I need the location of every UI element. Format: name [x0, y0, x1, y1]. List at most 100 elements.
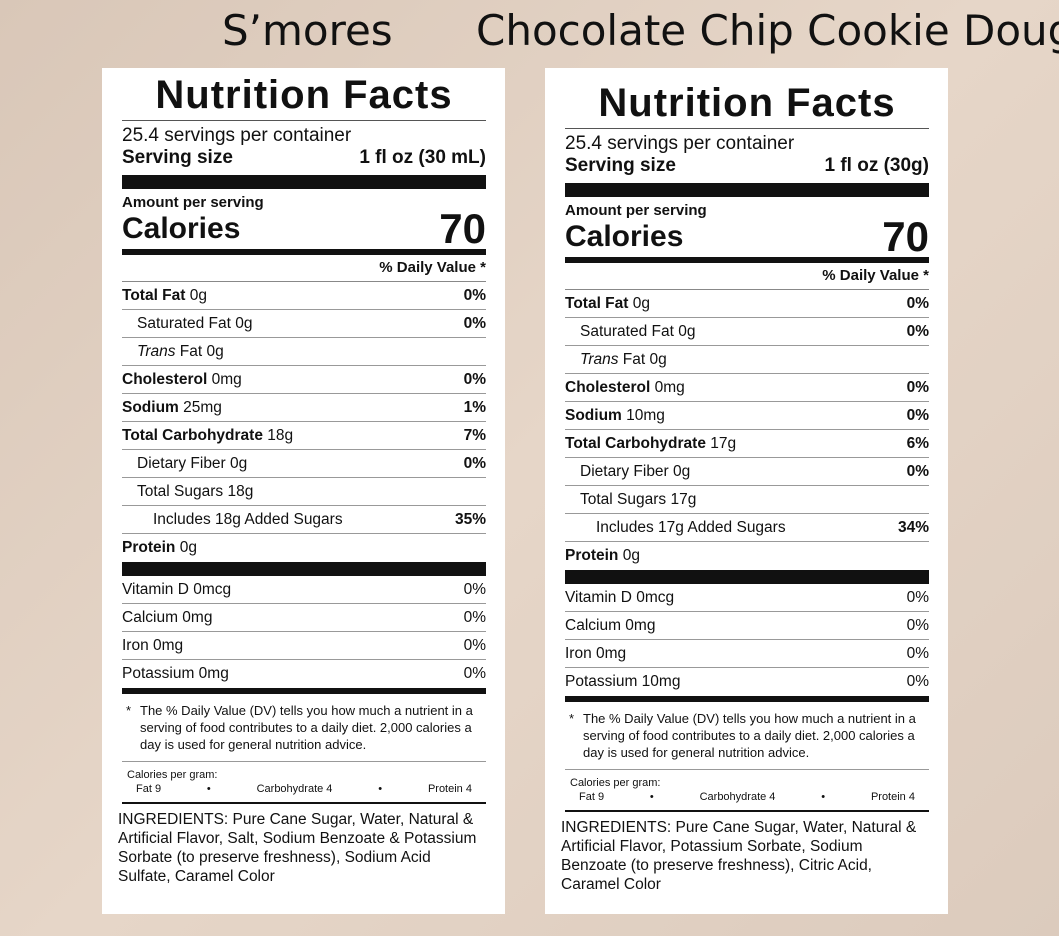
- sodium-label: Sodium: [122, 399, 179, 416]
- trans-label: Trans: [137, 343, 176, 360]
- total-sugars-row: Total Sugars 18g: [122, 478, 486, 506]
- cpg-fat: Fat 9: [579, 791, 605, 803]
- calcium-dv: 0%: [463, 609, 486, 626]
- total-carb-row: Total Carbohydrate 17g 6%: [565, 430, 929, 458]
- cholesterol-amount: 0mg: [654, 379, 685, 396]
- calcium-dv: 0%: [906, 617, 929, 634]
- total-carb-label: Total Carbohydrate: [565, 435, 706, 452]
- cpg-bullet: •: [378, 783, 383, 795]
- added-sugars-label: Includes 18g Added Sugars: [153, 511, 343, 528]
- divider-medium: [122, 249, 486, 255]
- calories-per-gram-row: Fat 9 • Carbohydrate 4 • Protein 4: [565, 790, 929, 812]
- cholesterol-row: Cholesterol 0mg 0%: [565, 374, 929, 402]
- dietary-fiber-row: Dietary Fiber 0g 0%: [122, 450, 486, 478]
- divider-medium: [122, 688, 486, 694]
- added-sugars-row: Includes 17g Added Sugars 34%: [565, 514, 929, 542]
- saturated-fat-label: Saturated Fat 0g: [137, 315, 253, 332]
- sodium-amount: 25mg: [183, 399, 222, 416]
- serving-size-label: Serving size: [565, 155, 676, 176]
- saturated-fat-row: Saturated Fat 0g 0%: [122, 310, 486, 338]
- cholesterol-row: Cholesterol 0mg 0%: [122, 366, 486, 394]
- trans-fat-row: Trans Fat 0g: [122, 338, 486, 366]
- vitamin-d-label: Vitamin D 0mcg: [122, 581, 232, 598]
- trans-fat-row: Trans Fat 0g: [565, 346, 929, 374]
- dietary-fiber-label: Dietary Fiber 0g: [580, 463, 691, 480]
- calcium-row: Calcium 0mg 0%: [565, 612, 929, 640]
- iron-dv: 0%: [463, 637, 486, 654]
- flavor-title-cookie-dough: Chocolate Chip Cookie Dough: [476, 6, 1059, 55]
- calories-per-gram-label: Calories per gram:: [127, 769, 218, 781]
- vitamin-d-row: Vitamin D 0mcg 0%: [122, 576, 486, 604]
- servings-per-container: 25.4 servings per container: [565, 133, 795, 154]
- cholesterol-amount: 0mg: [211, 371, 242, 388]
- potassium-row: Potassium 0mg 0%: [122, 660, 486, 688]
- servings-per-container: 25.4 servings per container: [122, 125, 352, 146]
- calcium-label: Calcium 0mg: [122, 609, 213, 626]
- protein-label: Protein: [565, 547, 619, 564]
- total-fat-amount: 0g: [189, 287, 207, 304]
- calories-row: Calories 70: [565, 213, 929, 260]
- vitamin-d-row: Vitamin D 0mcg 0%: [565, 584, 929, 612]
- cpg-carbohydrate: Carbohydrate 4: [256, 783, 333, 795]
- nutrition-panel: Nutrition Facts 25.4 servings per contai…: [118, 72, 486, 886]
- cholesterol-label: Cholesterol: [122, 371, 208, 388]
- cholesterol-label: Cholesterol: [565, 379, 651, 396]
- nutrition-label-cookie-dough: Nutrition Facts 25.4 servings per contai…: [545, 68, 948, 914]
- potassium-dv: 0%: [906, 673, 929, 690]
- total-fat-amount: 0g: [632, 295, 650, 312]
- footnote-text: The % Daily Value (DV) tells you how muc…: [583, 711, 916, 760]
- added-sugars-label: Includes 17g Added Sugars: [596, 519, 786, 536]
- potassium-label: Potassium 0mg: [122, 665, 229, 682]
- daily-value-footnote: * The % Daily Value (DV) tells you how m…: [122, 702, 486, 762]
- dietary-fiber-label: Dietary Fiber 0g: [137, 455, 248, 472]
- calories-row: Calories 70: [122, 208, 486, 250]
- added-sugars-row: Includes 18g Added Sugars 35%: [122, 506, 486, 534]
- divider-medium: [565, 696, 929, 702]
- total-carb-amount: 18g: [267, 427, 294, 444]
- total-fat-dv: 0%: [906, 295, 929, 312]
- amount-per-serving: Amount per serving: [565, 202, 707, 219]
- total-carb-dv: 7%: [463, 427, 486, 444]
- calories-label: Calories: [122, 212, 241, 245]
- potassium-dv: 0%: [463, 665, 486, 682]
- protein-amount: 0g: [622, 547, 640, 564]
- calories-value: 70: [882, 213, 929, 260]
- total-fat-label: Total Fat: [565, 295, 629, 312]
- nutrition-facts-heading: Nutrition Facts: [565, 80, 929, 129]
- cpg-carbohydrate: Carbohydrate 4: [699, 791, 776, 803]
- calories-per-gram-label: Calories per gram:: [570, 777, 661, 789]
- protein-row: Protein 0g: [565, 542, 929, 570]
- cpg-bullet: •: [649, 791, 654, 803]
- vitamin-d-dv: 0%: [463, 581, 486, 598]
- serving-size-label: Serving size: [122, 147, 233, 168]
- iron-row: Iron 0mg 0%: [122, 632, 486, 660]
- daily-value-footnote: * The % Daily Value (DV) tells you how m…: [565, 710, 929, 770]
- nutrition-panel: Nutrition Facts 25.4 servings per contai…: [561, 80, 929, 894]
- iron-dv: 0%: [906, 645, 929, 662]
- amount-per-serving: Amount per serving: [122, 194, 264, 211]
- cholesterol-dv: 0%: [906, 379, 929, 396]
- saturated-fat-dv: 0%: [906, 323, 929, 340]
- protein-label: Protein: [122, 539, 176, 556]
- divider-thick: [122, 175, 486, 189]
- calcium-label: Calcium 0mg: [565, 617, 656, 634]
- total-sugars-row: Total Sugars 17g: [565, 486, 929, 514]
- vitamin-d-dv: 0%: [906, 589, 929, 606]
- serving-size-row: Serving size 1 fl oz (30g): [565, 155, 929, 183]
- daily-value-header: % Daily Value *: [565, 263, 929, 290]
- flavor-title-smores: S’mores: [222, 6, 393, 55]
- calories-label: Calories: [565, 220, 684, 253]
- dietary-fiber-dv: 0%: [906, 463, 929, 480]
- potassium-row: Potassium 10mg 0%: [565, 668, 929, 696]
- total-fat-row: Total Fat 0g 0%: [565, 290, 929, 318]
- total-fat-dv: 0%: [463, 287, 486, 304]
- sodium-row: Sodium 10mg 0%: [565, 402, 929, 430]
- total-carb-amount: 17g: [710, 435, 737, 452]
- cpg-protein: Protein 4: [870, 791, 915, 803]
- protein-amount: 0g: [179, 539, 197, 556]
- footnote-text: The % Daily Value (DV) tells you how muc…: [140, 703, 473, 752]
- total-fat-row: Total Fat 0g 0%: [122, 282, 486, 310]
- footnote-asterisk: *: [126, 703, 132, 718]
- dietary-fiber-dv: 0%: [463, 455, 486, 472]
- cpg-bullet: •: [206, 783, 211, 795]
